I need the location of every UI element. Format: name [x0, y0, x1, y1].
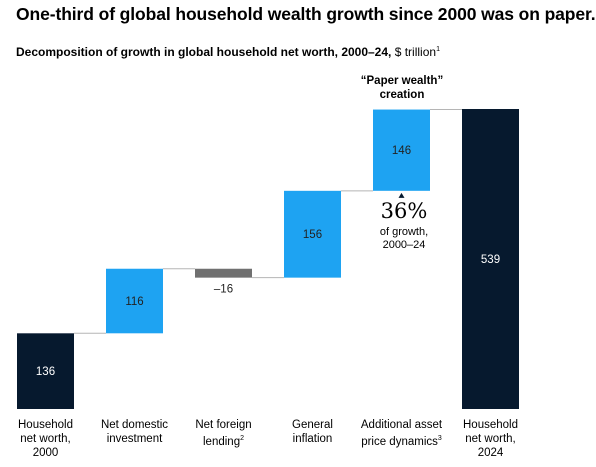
footnote-marker: 3	[437, 435, 442, 442]
bar-5	[373, 109, 430, 191]
data-label-2: 116	[125, 296, 143, 308]
data-label-4: 156	[303, 229, 322, 241]
x-tick-label-6: Household net worth, 2024	[463, 419, 518, 459]
x-tick-label-1: Household net worth, 2000	[18, 419, 73, 459]
paper-wealth-percent: 36%	[380, 199, 428, 223]
data-label-1: 136	[36, 366, 55, 378]
bar-4	[284, 190, 341, 278]
data-label-5: 146	[392, 145, 411, 157]
data-label-6: 539	[481, 254, 500, 266]
x-tick-label-2: Net domestic investment	[100, 419, 169, 445]
bar-1	[17, 333, 74, 409]
pointer-arrow	[398, 192, 405, 198]
chart-title: One-third of global household wealth gro…	[16, 4, 596, 24]
x-tick-label-5: Additional asset price dynamics3	[360, 419, 443, 448]
x-tick-label-4: General inflation	[292, 419, 333, 445]
footnote-marker: 2	[240, 435, 244, 442]
bar-3	[195, 268, 252, 278]
data-label-3: –16	[214, 284, 233, 296]
subtitle-footnote: 1	[436, 46, 440, 53]
subtitle-text: Decomposition of growth in global househ…	[16, 45, 395, 59]
paper-wealth-label: “Paper wealth” creation	[360, 75, 444, 101]
bar-2	[106, 268, 163, 334]
subtitle-unit: $ trillion	[394, 45, 437, 59]
chart-subtitle: Decomposition of growth in global househ…	[16, 45, 440, 59]
bar-6	[462, 109, 519, 409]
paper-wealth-percent-desc: of growth, 2000–24	[379, 226, 429, 251]
x-tick-label-3: Net foreign lending2	[195, 419, 252, 448]
